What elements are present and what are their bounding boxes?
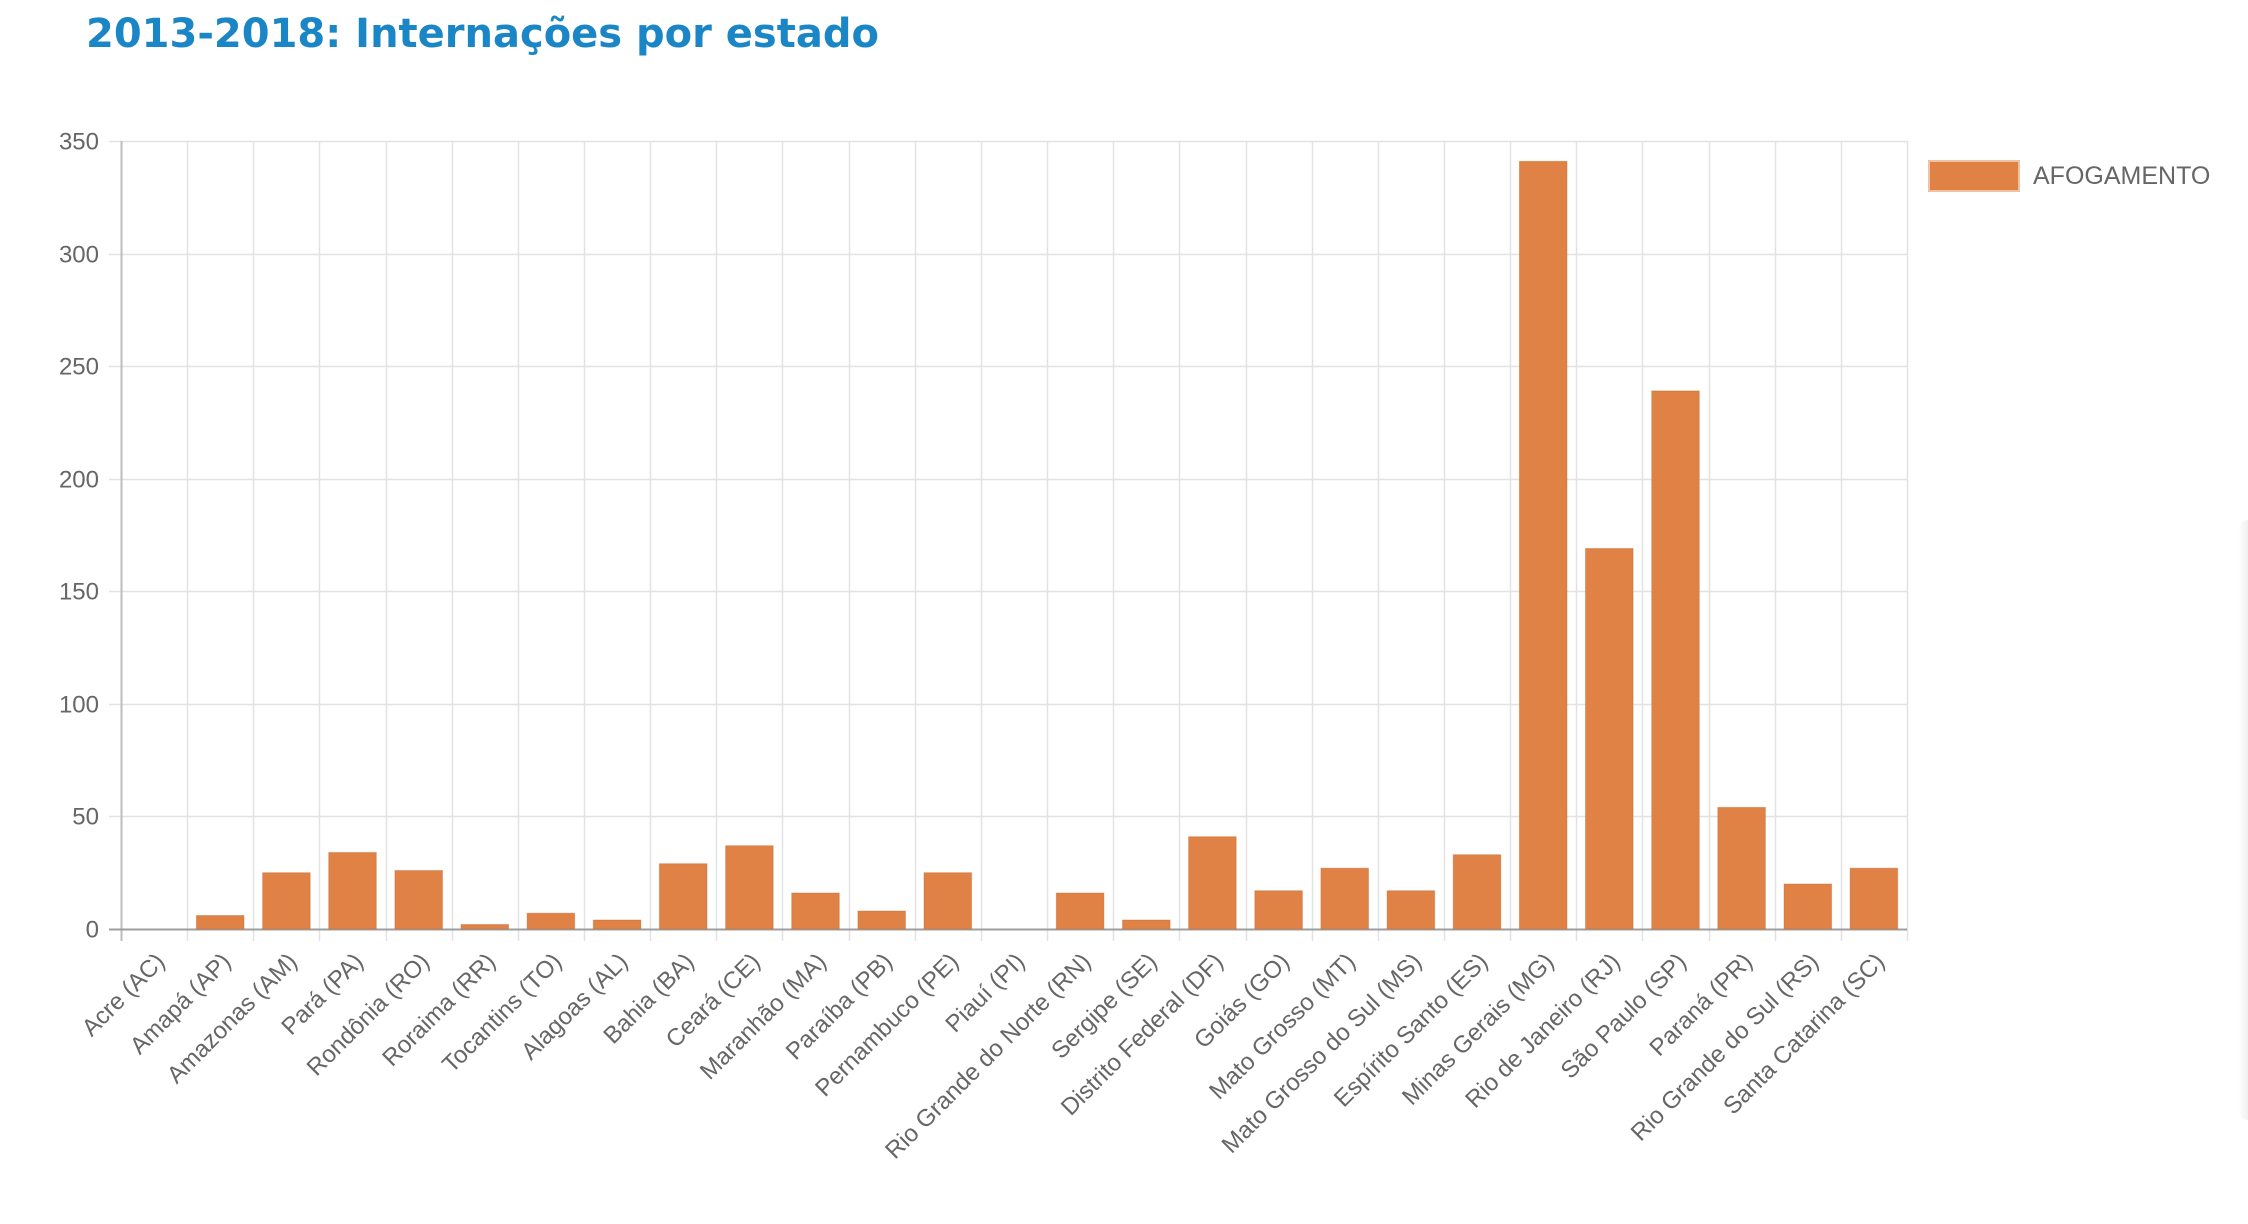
bar-bahia-ba[interactable] <box>658 863 708 930</box>
bar-minas-gerais-mg[interactable] <box>1518 160 1568 930</box>
x-tick-label: Roraima (RR) <box>377 948 501 1072</box>
scroll-edge-shadow <box>2238 520 2248 1120</box>
bar-roraima-rr[interactable] <box>460 924 510 930</box>
bar-mato-grosso-do-sul-ms[interactable] <box>1386 890 1436 930</box>
grid-lines <box>109 140 1909 941</box>
axes <box>109 141 1907 941</box>
y-tick-label: 100 <box>59 692 99 719</box>
y-tick-label: 250 <box>59 354 99 381</box>
bar-santa-catarina-sc[interactable] <box>1849 867 1899 930</box>
bar-rio-de-janeiro-rj[interactable] <box>1585 548 1634 930</box>
bars <box>195 160 1899 930</box>
y-tick-label: 150 <box>59 579 99 606</box>
bar-sergipe-se[interactable] <box>1122 919 1171 930</box>
x-tick-label: Tocantins (TO) <box>437 948 567 1078</box>
bar-rio-grande-do-sul-rs[interactable] <box>1783 883 1833 930</box>
bar-alagoas-al[interactable] <box>592 919 642 930</box>
bar-paran-pr[interactable] <box>1717 806 1766 930</box>
bar-cear-ce[interactable] <box>725 845 774 930</box>
bar-goi-s-go[interactable] <box>1254 890 1303 930</box>
bar-esp-rito-santo-es[interactable] <box>1452 854 1502 930</box>
bar-mato-grosso-mt[interactable] <box>1320 867 1370 930</box>
y-tick-label: 350 <box>59 129 99 156</box>
y-axis-tick-labels: 0 50 100 150 200 250 300 350 <box>59 129 99 944</box>
page-title: 2013-2018: Internações por estado <box>86 11 879 57</box>
legend-swatch[interactable] <box>1928 160 2020 192</box>
bar-par-pa[interactable] <box>328 852 377 930</box>
legend-label[interactable]: AFOGAMENTO <box>2033 162 2210 190</box>
bar-rond-nia-ro[interactable] <box>394 870 443 930</box>
y-tick-label: 300 <box>59 242 99 269</box>
legend[interactable]: AFOGAMENTO <box>1928 160 2210 192</box>
bar-s-o-paulo-sp[interactable] <box>1651 390 1700 930</box>
bar-distrito-federal-df[interactable] <box>1188 836 1237 930</box>
bar-rio-grande-do-norte-rn[interactable] <box>1055 892 1105 930</box>
y-tick-label: 0 <box>86 917 99 944</box>
bar-tocantins-to[interactable] <box>526 912 576 930</box>
bar-pernambuco-pe[interactable] <box>923 872 973 930</box>
y-tick-label: 50 <box>72 804 99 831</box>
bar-maranh-o-ma[interactable] <box>791 892 840 930</box>
bar-amazonas-am[interactable] <box>262 872 311 930</box>
bar-amap-ap[interactable] <box>195 915 245 930</box>
bar-para-ba-pb[interactable] <box>857 910 907 930</box>
x-axis-tick-labels: Acre (AC)Amapá (AP)Amazonas (AM)Pará (PA… <box>77 948 1890 1164</box>
y-tick-label: 200 <box>59 467 99 494</box>
